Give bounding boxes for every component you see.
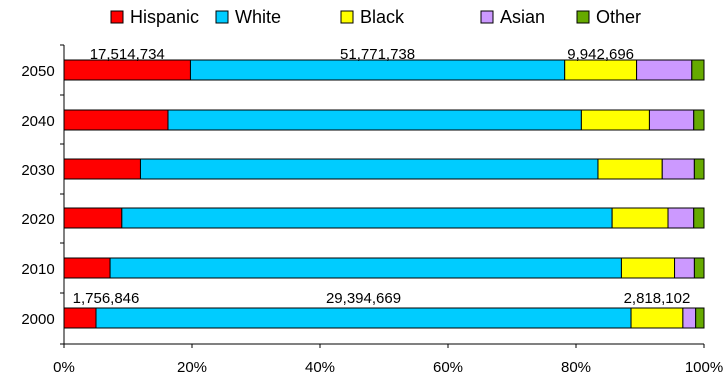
x-tick-label: 0% <box>53 359 75 376</box>
bar-segment-2030-other <box>693 158 705 180</box>
y-tick-label: 2050 <box>21 63 54 80</box>
bar-segment-2050-other <box>691 59 705 81</box>
bar-segment-2030-asian <box>661 158 695 180</box>
bar-segment-2020-hispanic <box>63 207 123 229</box>
bar-segment-2020-asian <box>667 207 695 229</box>
x-tick-label: 100% <box>685 359 723 376</box>
bar-segment-2000-asian <box>682 307 697 329</box>
bar-segment-2010-white <box>109 257 622 279</box>
data-label-2050-black: 9,942,696 <box>567 46 634 63</box>
bar-segment-2020-white <box>121 207 613 229</box>
data-label-2000-white: 29,394,669 <box>326 290 401 307</box>
y-tick-label: 2010 <box>21 261 54 278</box>
data-label-2050-hispanic: 17,514,734 <box>90 46 165 63</box>
bar-segment-2010-asian <box>674 257 695 279</box>
bar-segment-2030-white <box>139 158 599 180</box>
data-label-2000-hispanic: 1,756,846 <box>73 290 140 307</box>
x-tick-label: 60% <box>433 359 463 376</box>
y-tick-label: 2020 <box>21 211 54 228</box>
y-tick-label: 2000 <box>21 311 54 328</box>
bar-segment-2050-asian <box>636 59 693 81</box>
legend-label-white: White <box>235 7 281 27</box>
legend-swatch-other <box>576 10 590 24</box>
x-tick-label: 80% <box>561 359 591 376</box>
axes: 2000 2010 2020 2030 2040 2050 0% 20% 40% 60% 80% 10… <box>21 44 723 376</box>
legend: Hispanic White Black Asian Other <box>110 7 641 27</box>
legend-swatch-white <box>215 10 229 24</box>
bar-segment-2050-white <box>189 59 566 81</box>
legend-label-asian: Asian <box>500 7 545 27</box>
legend-swatch-asian <box>480 10 494 24</box>
legend-swatch-black <box>340 10 354 24</box>
bar-segment-2000-white <box>95 307 632 329</box>
bar-segment-2040-asian <box>648 109 695 131</box>
bar-segment-2000-hispanic <box>63 307 97 329</box>
data-label-2050-white: 51,771,738 <box>340 46 415 63</box>
bar-segment-2050-hispanic <box>63 59 191 81</box>
bar-segment-2040-other <box>693 109 705 131</box>
bar-segment-2030-black <box>597 158 663 180</box>
bar-segment-2040-white <box>167 109 582 131</box>
bar-segment-2050-black <box>564 59 638 81</box>
legend-label-black: Black <box>360 7 405 27</box>
x-tick-label: 40% <box>305 359 335 376</box>
legend-swatch-hispanic <box>110 10 124 24</box>
bar-segment-2040-black <box>580 109 650 131</box>
y-tick-label: 2040 <box>21 113 54 130</box>
bar-segment-2020-other <box>693 207 705 229</box>
legend-label-other: Other <box>596 7 641 27</box>
x-tick-label: 20% <box>177 359 207 376</box>
legend-label-hispanic: Hispanic <box>130 7 199 27</box>
bar-segment-2010-other <box>693 257 705 279</box>
bar-segment-2030-hispanic <box>63 158 141 180</box>
bar-segment-2010-black <box>620 257 676 279</box>
bar-segment-2040-hispanic <box>63 109 169 131</box>
y-tick-label: 2030 <box>21 162 54 179</box>
bar-segment-2000-black <box>630 307 684 329</box>
bar-segment-2000-other <box>695 307 705 329</box>
bars <box>63 59 705 329</box>
data-label-2000-black: 2,818,102 <box>624 290 691 307</box>
data-labels: 17,514,734 51,771,738 9,942,696 1,756,846 29… <box>73 46 691 307</box>
bar-segment-2020-black <box>611 207 669 229</box>
bar-segment-2010-hispanic <box>63 257 111 279</box>
